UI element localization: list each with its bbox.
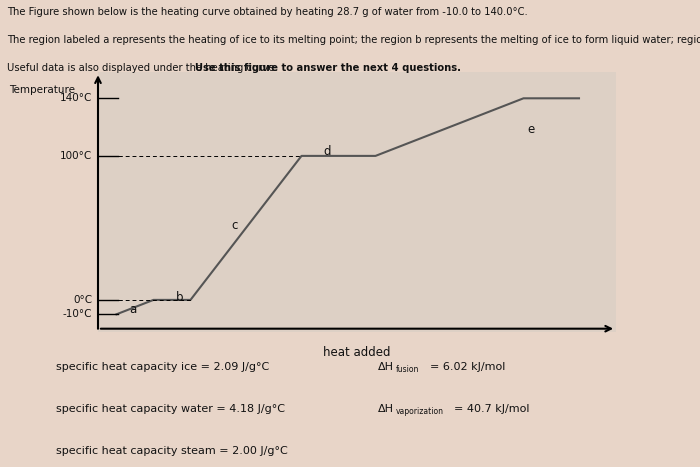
Text: heat added: heat added [323, 346, 391, 359]
Text: d: d [323, 145, 331, 158]
Text: vaporization: vaporization [396, 407, 444, 416]
Text: Useful data is also displayed under the heating curve.: Useful data is also displayed under the … [7, 63, 281, 73]
Text: specific heat capacity steam = 2.00 J/g°C: specific heat capacity steam = 2.00 J/g°… [56, 446, 288, 456]
Text: 0°C: 0°C [74, 295, 92, 305]
Text: ΔH: ΔH [378, 362, 394, 372]
Text: b: b [176, 291, 183, 304]
Text: a: a [130, 303, 136, 316]
Text: ΔH: ΔH [378, 404, 394, 414]
Text: c: c [232, 219, 238, 232]
Text: -10°C: -10°C [63, 309, 92, 319]
Text: = 6.02 kJ/mol: = 6.02 kJ/mol [430, 362, 505, 372]
Text: = 40.7 kJ/mol: = 40.7 kJ/mol [454, 404, 529, 414]
Text: Temperature: Temperature [10, 85, 76, 95]
Text: specific heat capacity ice = 2.09 J/g°C: specific heat capacity ice = 2.09 J/g°C [56, 362, 270, 372]
Text: e: e [527, 123, 535, 136]
Text: 140°C: 140°C [60, 93, 92, 103]
Text: fusion: fusion [396, 365, 419, 374]
Text: The Figure shown below is the heating curve obtained by heating 28.7 g of water : The Figure shown below is the heating cu… [7, 7, 528, 17]
Text: specific heat capacity water = 4.18 J/g°C: specific heat capacity water = 4.18 J/g°… [56, 404, 285, 414]
Text: Use this figure to answer the next 4 questions.: Use this figure to answer the next 4 que… [195, 63, 461, 73]
Text: The region labeled a represents the heating of ice to its melting point; the reg: The region labeled a represents the heat… [7, 35, 700, 45]
Text: 100°C: 100°C [60, 151, 92, 161]
